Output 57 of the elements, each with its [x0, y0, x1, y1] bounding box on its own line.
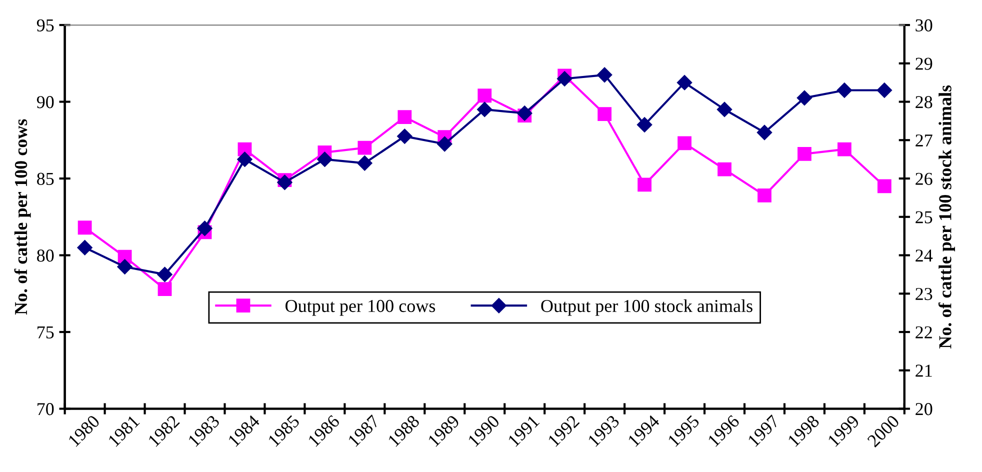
x-tick-label: 1981	[108, 414, 140, 448]
point	[678, 136, 692, 150]
y2-tick-label: 23	[916, 288, 932, 300]
y-tick-label: 70	[38, 403, 54, 416]
y-axis-title: No. of cattle per 100 cows	[14, 119, 31, 315]
y2-axis-title: No. of cattle per 100 stock animals	[938, 85, 956, 349]
point	[838, 142, 852, 156]
point	[277, 174, 292, 190]
y-tick-label: 75	[38, 326, 54, 338]
point	[638, 178, 652, 192]
point	[117, 259, 132, 274]
y2-tick-label: 24	[916, 250, 933, 262]
point	[477, 102, 492, 118]
point	[876, 82, 892, 98]
legend-label: Output per 100 stock animals	[541, 299, 752, 316]
y2-tick-label: 20	[916, 403, 932, 416]
y-tick-label: 90	[36, 96, 54, 108]
y-tick-label: 80	[37, 250, 54, 262]
point	[317, 152, 332, 167]
point	[197, 220, 212, 236]
y2-tick-label: 22	[916, 326, 932, 338]
point	[877, 179, 892, 194]
point	[756, 124, 772, 140]
point	[598, 107, 612, 121]
point	[596, 67, 612, 82]
point	[517, 106, 532, 121]
x-tick-label: 1991	[508, 414, 540, 448]
point	[557, 71, 572, 86]
point	[758, 188, 772, 202]
point	[636, 117, 652, 132]
y2-tick-label: 21	[916, 364, 932, 377]
point	[397, 128, 412, 144]
point	[676, 75, 692, 90]
point	[157, 266, 172, 282]
point	[77, 240, 92, 256]
point	[358, 140, 372, 155]
point	[437, 136, 452, 152]
y2-tick-label: 29	[916, 58, 932, 70]
legend-label: Output per 100 cows	[286, 300, 436, 316]
point	[836, 82, 852, 98]
y2-tick-label: 30	[916, 19, 932, 32]
y-tick-label: 95	[36, 19, 54, 32]
point	[796, 90, 812, 106]
y2-tick-label: 28	[916, 96, 932, 108]
point	[798, 147, 812, 161]
point	[398, 110, 412, 124]
y-tick-label: 85	[37, 172, 54, 185]
y2-tick-label: 26	[916, 172, 932, 185]
point	[237, 152, 252, 167]
point	[716, 102, 732, 118]
point	[158, 282, 172, 296]
y2-tick-label: 25	[916, 211, 932, 224]
y2-tick-label: 27	[916, 134, 932, 146]
point	[78, 220, 92, 235]
point	[718, 162, 732, 176]
point	[478, 88, 492, 103]
point	[357, 156, 372, 171]
